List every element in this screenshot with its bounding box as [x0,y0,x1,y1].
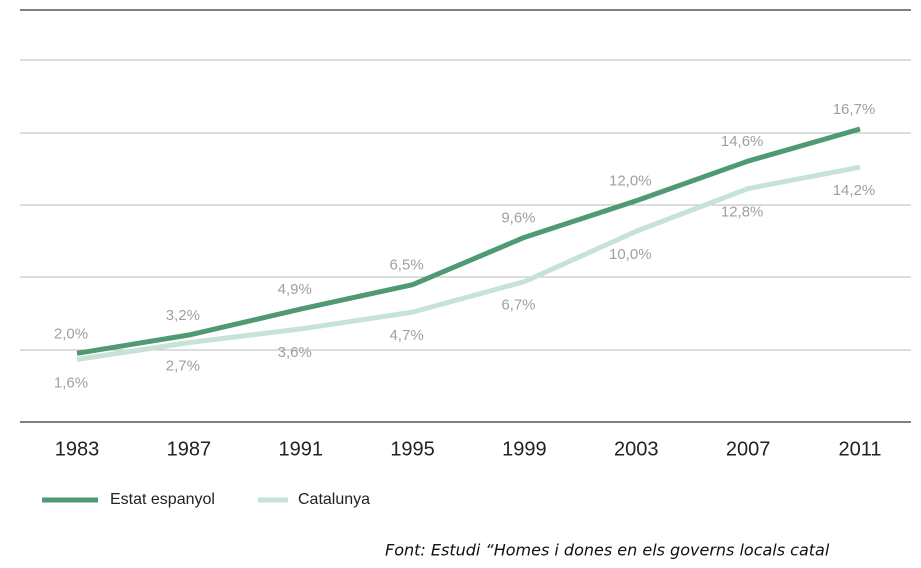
data-label: 6,5% [389,257,423,274]
data-label: 4,9% [278,281,312,298]
series-line [76,126,861,356]
data-label: 1,6% [54,374,88,391]
data-label: 2,0% [54,325,88,342]
data-label: 12,8% [721,204,764,221]
data-label: 12,0% [609,173,652,190]
data-label: 4,7% [389,327,423,344]
legend-label: Catalunya [298,491,370,508]
x-tick-label: 1983 [55,438,100,460]
grid [20,9,911,423]
x-tick-label: 1991 [278,438,323,460]
data-label: 3,2% [166,307,200,324]
legend-label: Estat espanyol [110,491,215,508]
data-label: 9,6% [501,209,535,226]
x-tick-label: 2011 [838,438,881,460]
data-label: 6,7% [501,297,535,314]
x-tick-label: 2007 [726,438,771,460]
x-tick-label: 1987 [167,438,212,460]
data-label: 2,7% [166,358,200,375]
x-tick-label: 1999 [502,438,547,460]
x-tick-label: 2003 [614,438,659,460]
data-label: 16,7% [833,101,876,118]
data-label: 14,6% [721,133,764,150]
x-tick-label: 1995 [390,438,435,460]
data-label: 10,0% [609,246,652,263]
series-line [76,164,861,362]
source-note: Font: Estudi “Homes i dones en els gover… [385,541,830,560]
data-label: 3,6% [278,344,312,361]
data-label: 14,2% [833,182,876,199]
